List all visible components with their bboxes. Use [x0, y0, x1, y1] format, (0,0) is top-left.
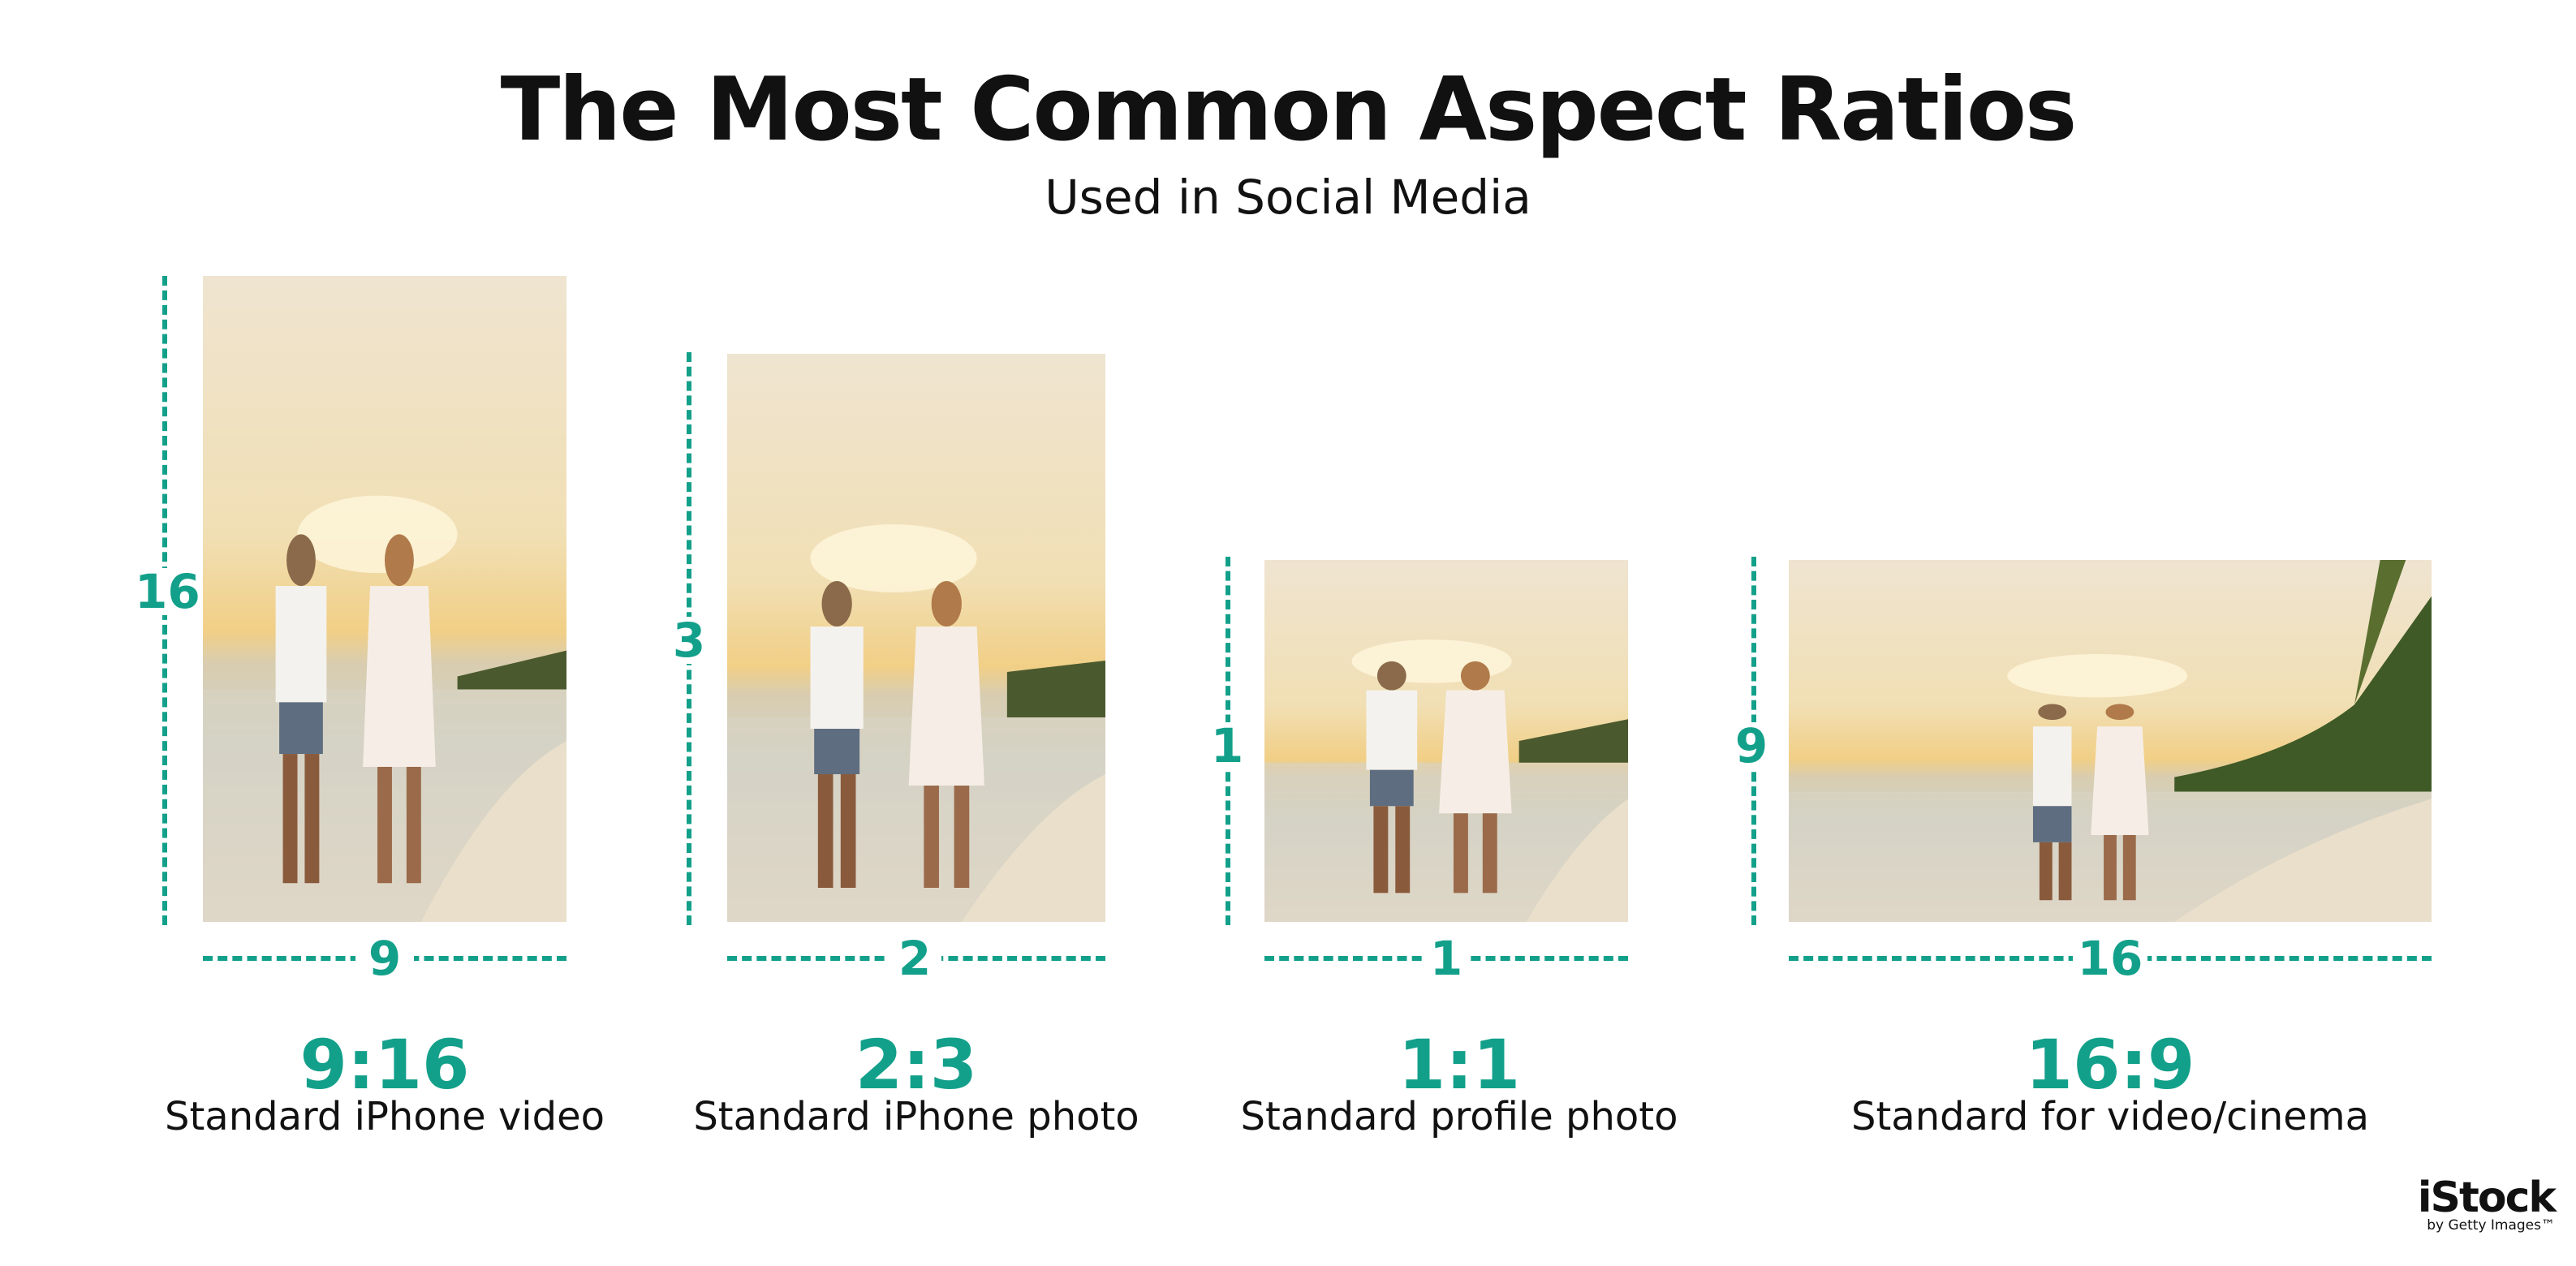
width-label: 16	[2073, 935, 2147, 982]
width-label: 2	[888, 935, 941, 982]
logo-tagline: by Getty Images™	[2427, 1217, 2555, 1234]
beach-couple-image	[1264, 639, 1628, 922]
page-title: The Most Common Aspect Ratios	[500, 59, 2078, 161]
ratio-description: Standard for video/cinema	[1850, 1094, 2369, 1139]
ratio-label: 2:3	[855, 1025, 978, 1105]
height-label: 16	[135, 564, 200, 619]
height-label: 3	[662, 617, 716, 664]
ratio-description: Standard iPhone video	[164, 1094, 605, 1139]
ratio-description: Standard iPhone photo	[693, 1094, 1139, 1139]
width-label: 9	[355, 935, 414, 982]
ratio-label: 9:16	[299, 1025, 470, 1105]
ratio-label: 16:9	[2025, 1025, 2195, 1105]
istock-logo: iStock by Getty Images™	[2417, 1173, 2557, 1234]
sample-photo	[1264, 560, 1628, 922]
sample-photo	[727, 354, 1105, 922]
height-label: 9	[1725, 722, 1777, 769]
ratio-label: 1:1	[1398, 1025, 1521, 1105]
logo-brand: iStock	[2417, 1173, 2557, 1222]
sample-photo	[203, 276, 566, 922]
beach-couple-image	[727, 524, 1105, 922]
beach-couple-image	[203, 495, 566, 922]
beach-couple-image	[1789, 560, 2432, 922]
page-subtitle: Used in Social Media	[1045, 170, 1531, 225]
height-label: 1	[1204, 722, 1250, 769]
sample-photo	[1789, 560, 2432, 922]
ratio-description: Standard profile photo	[1240, 1094, 1678, 1139]
width-label: 1	[1424, 935, 1469, 982]
